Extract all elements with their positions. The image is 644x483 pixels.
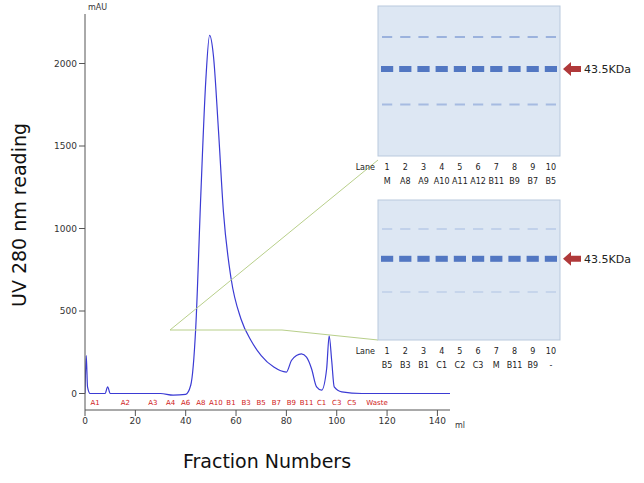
svg-text:B9: B9	[527, 361, 538, 370]
svg-text:6: 6	[476, 163, 481, 172]
svg-text:B5: B5	[382, 361, 393, 370]
svg-text:A6: A6	[181, 399, 191, 407]
svg-text:A10: A10	[209, 399, 223, 407]
svg-text:C1: C1	[436, 361, 447, 370]
svg-text:43.5KDa: 43.5KDa	[584, 63, 631, 76]
svg-text:8: 8	[512, 163, 517, 172]
svg-text:2: 2	[403, 347, 408, 356]
svg-text:A11: A11	[452, 177, 468, 186]
svg-text:-: -	[549, 361, 552, 370]
svg-text:A8: A8	[196, 399, 205, 407]
svg-text:9: 9	[530, 347, 535, 356]
svg-text:B9: B9	[509, 177, 520, 186]
svg-text:20: 20	[130, 416, 142, 426]
svg-text:A12: A12	[470, 177, 486, 186]
svg-text:A10: A10	[434, 177, 450, 186]
svg-text:C3: C3	[473, 361, 484, 370]
svg-text:M: M	[384, 177, 391, 186]
svg-text:B3: B3	[241, 399, 250, 407]
svg-text:C3: C3	[332, 399, 341, 407]
svg-text:A4: A4	[166, 399, 176, 407]
svg-text:Lane: Lane	[356, 163, 375, 172]
svg-text:C2: C2	[455, 361, 466, 370]
svg-text:2: 2	[403, 163, 408, 172]
svg-text:B1: B1	[226, 399, 235, 407]
svg-text:B3: B3	[400, 361, 411, 370]
svg-text:A3: A3	[148, 399, 157, 407]
svg-text:5: 5	[457, 347, 462, 356]
svg-text:4: 4	[439, 163, 444, 172]
svg-text:0: 0	[82, 416, 88, 426]
svg-text:B11: B11	[488, 177, 504, 186]
svg-text:4: 4	[439, 347, 444, 356]
svg-text:Fraction Numbers: Fraction Numbers	[183, 450, 351, 472]
svg-text:B1: B1	[418, 361, 429, 370]
svg-text:C1: C1	[317, 399, 326, 407]
svg-text:8: 8	[512, 347, 517, 356]
svg-text:0: 0	[71, 389, 77, 399]
svg-text:B7: B7	[272, 399, 281, 407]
svg-text:5: 5	[457, 163, 462, 172]
svg-text:M: M	[493, 361, 500, 370]
svg-text:500: 500	[60, 306, 77, 316]
svg-text:40: 40	[180, 416, 192, 426]
svg-text:1500: 1500	[54, 141, 77, 151]
svg-text:43.5KDa: 43.5KDa	[584, 253, 631, 266]
svg-text:1: 1	[385, 163, 390, 172]
svg-text:140: 140	[429, 416, 446, 426]
svg-text:7: 7	[494, 347, 499, 356]
svg-text:1: 1	[385, 347, 390, 356]
svg-text:B5: B5	[257, 399, 266, 407]
svg-text:A1: A1	[90, 399, 99, 407]
svg-text:9: 9	[530, 163, 535, 172]
svg-text:3: 3	[421, 163, 426, 172]
svg-text:B11: B11	[300, 399, 314, 407]
svg-text:100: 100	[328, 416, 345, 426]
svg-text:7: 7	[494, 163, 499, 172]
svg-text:2000: 2000	[54, 59, 77, 69]
svg-text:10: 10	[546, 347, 556, 356]
svg-text:mAU: mAU	[88, 3, 107, 12]
svg-text:1000: 1000	[54, 224, 77, 234]
svg-text:A2: A2	[121, 399, 130, 407]
svg-text:Waste: Waste	[366, 399, 387, 407]
svg-text:B9: B9	[287, 399, 296, 407]
svg-text:C5: C5	[347, 399, 356, 407]
svg-text:10: 10	[546, 163, 556, 172]
svg-text:ml: ml	[455, 421, 465, 430]
svg-text:120: 120	[378, 416, 395, 426]
svg-text:B7: B7	[527, 177, 538, 186]
svg-text:UV 280 nm reading: UV 280 nm reading	[8, 123, 30, 307]
svg-text:B11: B11	[507, 361, 523, 370]
svg-text:B5: B5	[546, 177, 557, 186]
svg-text:60: 60	[230, 416, 242, 426]
svg-text:A9: A9	[418, 177, 429, 186]
svg-text:80: 80	[281, 416, 293, 426]
svg-text:A8: A8	[400, 177, 411, 186]
svg-text:3: 3	[421, 347, 426, 356]
svg-text:6: 6	[476, 347, 481, 356]
svg-text:Lane: Lane	[356, 347, 375, 356]
